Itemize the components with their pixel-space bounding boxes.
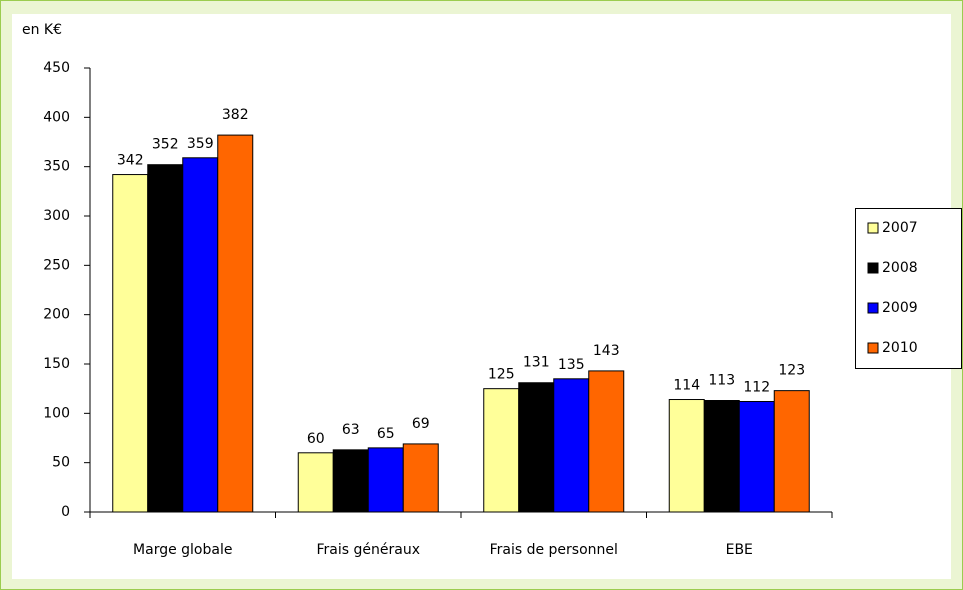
bar xyxy=(553,378,590,513)
value-label: 63 xyxy=(342,422,360,438)
legend-label: 2008 xyxy=(882,260,918,276)
x-tick-label: EBE xyxy=(726,542,753,558)
y-tick-label: 300 xyxy=(43,208,70,224)
bar xyxy=(402,443,439,513)
bar xyxy=(217,134,254,513)
value-label: 69 xyxy=(412,416,430,432)
value-label: 65 xyxy=(377,426,395,442)
legend xyxy=(855,208,962,369)
value-label: 123 xyxy=(778,363,805,379)
legend-swatch xyxy=(867,222,879,234)
bar xyxy=(112,174,149,513)
bar xyxy=(483,388,520,513)
bar xyxy=(588,370,625,513)
bar xyxy=(367,447,404,513)
y-tick-label: 200 xyxy=(43,307,70,323)
value-label: 114 xyxy=(673,378,700,394)
y-tick-label: 150 xyxy=(43,356,70,372)
bar xyxy=(773,390,810,513)
y-tick-label: 50 xyxy=(52,455,70,471)
bar xyxy=(703,400,740,513)
y-tick-label: 0 xyxy=(61,504,70,520)
value-label: 131 xyxy=(523,355,550,371)
value-label: 352 xyxy=(152,137,179,153)
value-label: 135 xyxy=(558,357,585,373)
y-axis-label: en K€ xyxy=(22,22,62,38)
bar xyxy=(182,157,219,513)
bar xyxy=(738,400,775,513)
legend-swatch xyxy=(867,342,879,354)
y-tick-label: 400 xyxy=(43,109,70,125)
bar xyxy=(668,399,705,513)
y-tick-label: 250 xyxy=(43,257,70,273)
legend-label: 2010 xyxy=(882,340,918,356)
value-label: 113 xyxy=(708,373,735,389)
value-label: 143 xyxy=(593,343,620,359)
value-label: 125 xyxy=(488,367,515,383)
y-tick-label: 450 xyxy=(43,60,70,76)
value-label: 382 xyxy=(222,107,249,123)
value-label: 359 xyxy=(187,136,214,152)
y-tick-label: 100 xyxy=(43,405,70,421)
x-tick-label: Frais généraux xyxy=(317,542,420,558)
legend-label: 2007 xyxy=(882,220,918,236)
legend-swatch xyxy=(867,262,879,274)
bar xyxy=(147,164,184,513)
value-label: 60 xyxy=(307,431,325,447)
bar xyxy=(297,452,334,513)
value-label: 342 xyxy=(117,153,144,169)
y-tick-label: 350 xyxy=(43,159,70,175)
legend-label: 2009 xyxy=(882,300,918,316)
x-tick-label: Frais de personnel xyxy=(490,542,618,558)
x-tick-label: Marge globale xyxy=(133,542,232,558)
bar xyxy=(518,382,555,513)
bar xyxy=(332,449,369,513)
legend-swatch xyxy=(867,302,879,314)
value-label: 112 xyxy=(743,379,770,395)
